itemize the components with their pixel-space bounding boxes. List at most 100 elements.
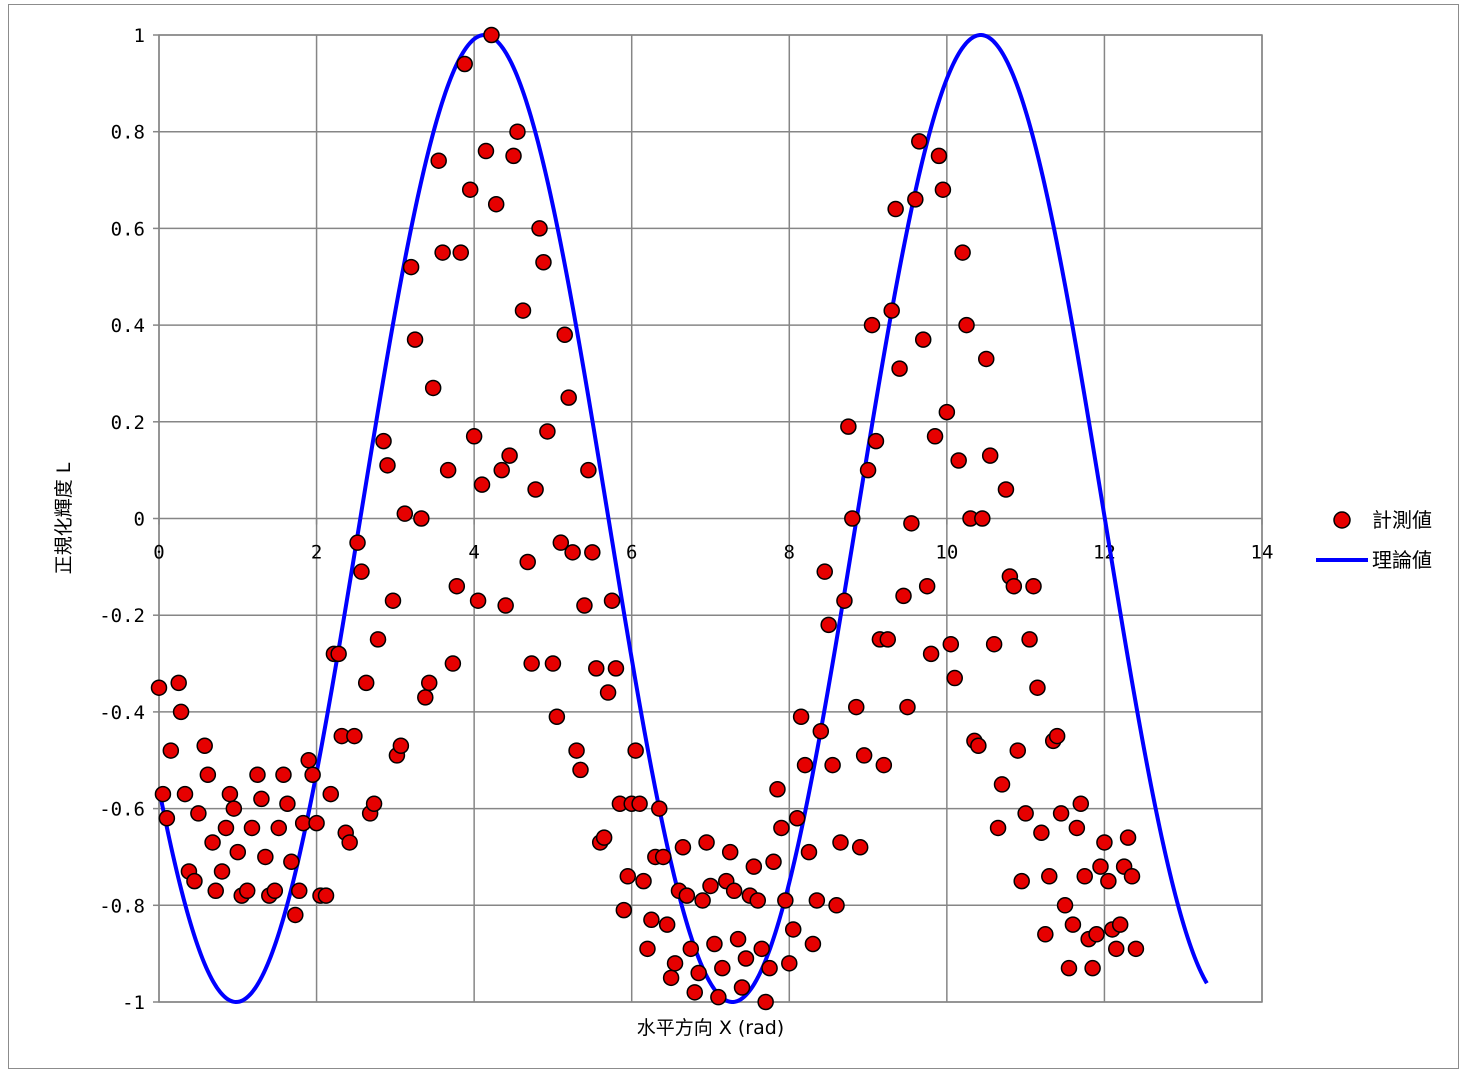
data-point bbox=[330, 645, 347, 663]
data-point bbox=[729, 930, 747, 948]
data-point bbox=[658, 916, 676, 933]
theory-line bbox=[157, 33, 1209, 1004]
data-point bbox=[253, 790, 270, 808]
data-point bbox=[349, 534, 366, 551]
data-point bbox=[800, 843, 818, 861]
data-point bbox=[493, 461, 510, 479]
data-point bbox=[556, 326, 573, 344]
data-point bbox=[519, 553, 536, 571]
x-tick-label: 8 bbox=[784, 542, 795, 564]
data-point bbox=[887, 200, 904, 218]
data-point bbox=[357, 674, 375, 692]
data-point bbox=[765, 853, 782, 871]
data-point bbox=[1029, 679, 1046, 696]
y-tick-label: -0.4 bbox=[99, 702, 145, 724]
data-point bbox=[317, 887, 335, 904]
data-point bbox=[840, 418, 857, 435]
data-point bbox=[584, 544, 601, 561]
data-point bbox=[1092, 858, 1109, 875]
data-point bbox=[1127, 940, 1145, 958]
data-point bbox=[576, 597, 593, 614]
data-point bbox=[406, 331, 424, 348]
data-point bbox=[346, 727, 363, 745]
y-tick-label: -1 bbox=[122, 992, 145, 1014]
data-point bbox=[1072, 795, 1090, 813]
data-point bbox=[914, 331, 932, 348]
data-point bbox=[270, 819, 288, 837]
data-point bbox=[989, 819, 1007, 837]
y-tick-label: -0.6 bbox=[99, 799, 145, 821]
data-point bbox=[439, 461, 457, 479]
data-point bbox=[816, 563, 833, 580]
data-point bbox=[792, 708, 810, 725]
data-point bbox=[531, 220, 548, 237]
data-point bbox=[509, 123, 526, 140]
data-point bbox=[1017, 805, 1034, 822]
data-point bbox=[452, 244, 469, 261]
data-point bbox=[396, 505, 414, 522]
data-point bbox=[761, 959, 778, 977]
y-tick-labels: -1 -0.8 -0.6 -0.4 -0.2 0 0.2 0.4 0.6 0.8 1 bbox=[99, 25, 145, 1014]
data-point bbox=[523, 655, 540, 672]
data-point bbox=[1005, 577, 1023, 595]
data-point bbox=[158, 810, 176, 827]
data-point bbox=[229, 843, 247, 861]
data-point bbox=[535, 253, 552, 271]
legend-label-measured: 計測値 bbox=[1372, 508, 1432, 532]
data-point bbox=[560, 389, 577, 406]
data-point bbox=[777, 892, 794, 909]
data-point bbox=[686, 984, 703, 1001]
data-point bbox=[930, 147, 948, 165]
data-point bbox=[907, 191, 924, 208]
data-point bbox=[497, 597, 514, 614]
data-point bbox=[599, 684, 617, 701]
data-point bbox=[190, 805, 207, 822]
data-point bbox=[176, 785, 194, 803]
data-point bbox=[934, 181, 952, 198]
data-point bbox=[911, 133, 928, 150]
data-point bbox=[855, 747, 873, 764]
data-point bbox=[820, 616, 837, 634]
data-point bbox=[804, 935, 822, 953]
data-point bbox=[737, 950, 755, 967]
data-point bbox=[950, 452, 967, 469]
y-tick-label: -0.2 bbox=[99, 605, 145, 627]
data-point bbox=[662, 969, 680, 987]
data-point bbox=[796, 756, 814, 774]
data-point bbox=[461, 181, 479, 198]
data-point bbox=[694, 892, 711, 909]
data-point bbox=[444, 655, 462, 672]
y-tick-label: 1 bbox=[134, 25, 145, 47]
data-point bbox=[954, 244, 971, 261]
data-point bbox=[725, 882, 743, 900]
data-point bbox=[304, 766, 321, 784]
data-point bbox=[473, 476, 491, 493]
data-point bbox=[828, 897, 845, 914]
data-point bbox=[257, 848, 274, 866]
y-tick-label: 0.2 bbox=[111, 412, 145, 434]
data-point bbox=[290, 882, 308, 900]
data-point bbox=[788, 810, 806, 827]
data-point bbox=[733, 979, 751, 996]
data-point bbox=[283, 853, 300, 871]
data-point bbox=[564, 544, 581, 561]
data-point bbox=[204, 834, 221, 851]
data-point bbox=[651, 800, 668, 817]
data-point bbox=[832, 834, 849, 851]
data-point bbox=[430, 152, 447, 169]
data-point bbox=[1048, 727, 1066, 745]
y-tick-label: -0.8 bbox=[99, 895, 145, 917]
data-point bbox=[154, 785, 172, 803]
data-point bbox=[150, 679, 168, 696]
data-point bbox=[1037, 926, 1054, 943]
data-point bbox=[287, 906, 304, 924]
x-tick-label: 2 bbox=[311, 542, 322, 564]
y-tick-label: 0 bbox=[134, 509, 145, 531]
data-point bbox=[1041, 868, 1058, 885]
data-point bbox=[654, 848, 672, 866]
data-point bbox=[997, 481, 1015, 498]
data-point bbox=[643, 911, 660, 929]
data-point bbox=[895, 587, 912, 605]
data-point bbox=[926, 428, 944, 445]
